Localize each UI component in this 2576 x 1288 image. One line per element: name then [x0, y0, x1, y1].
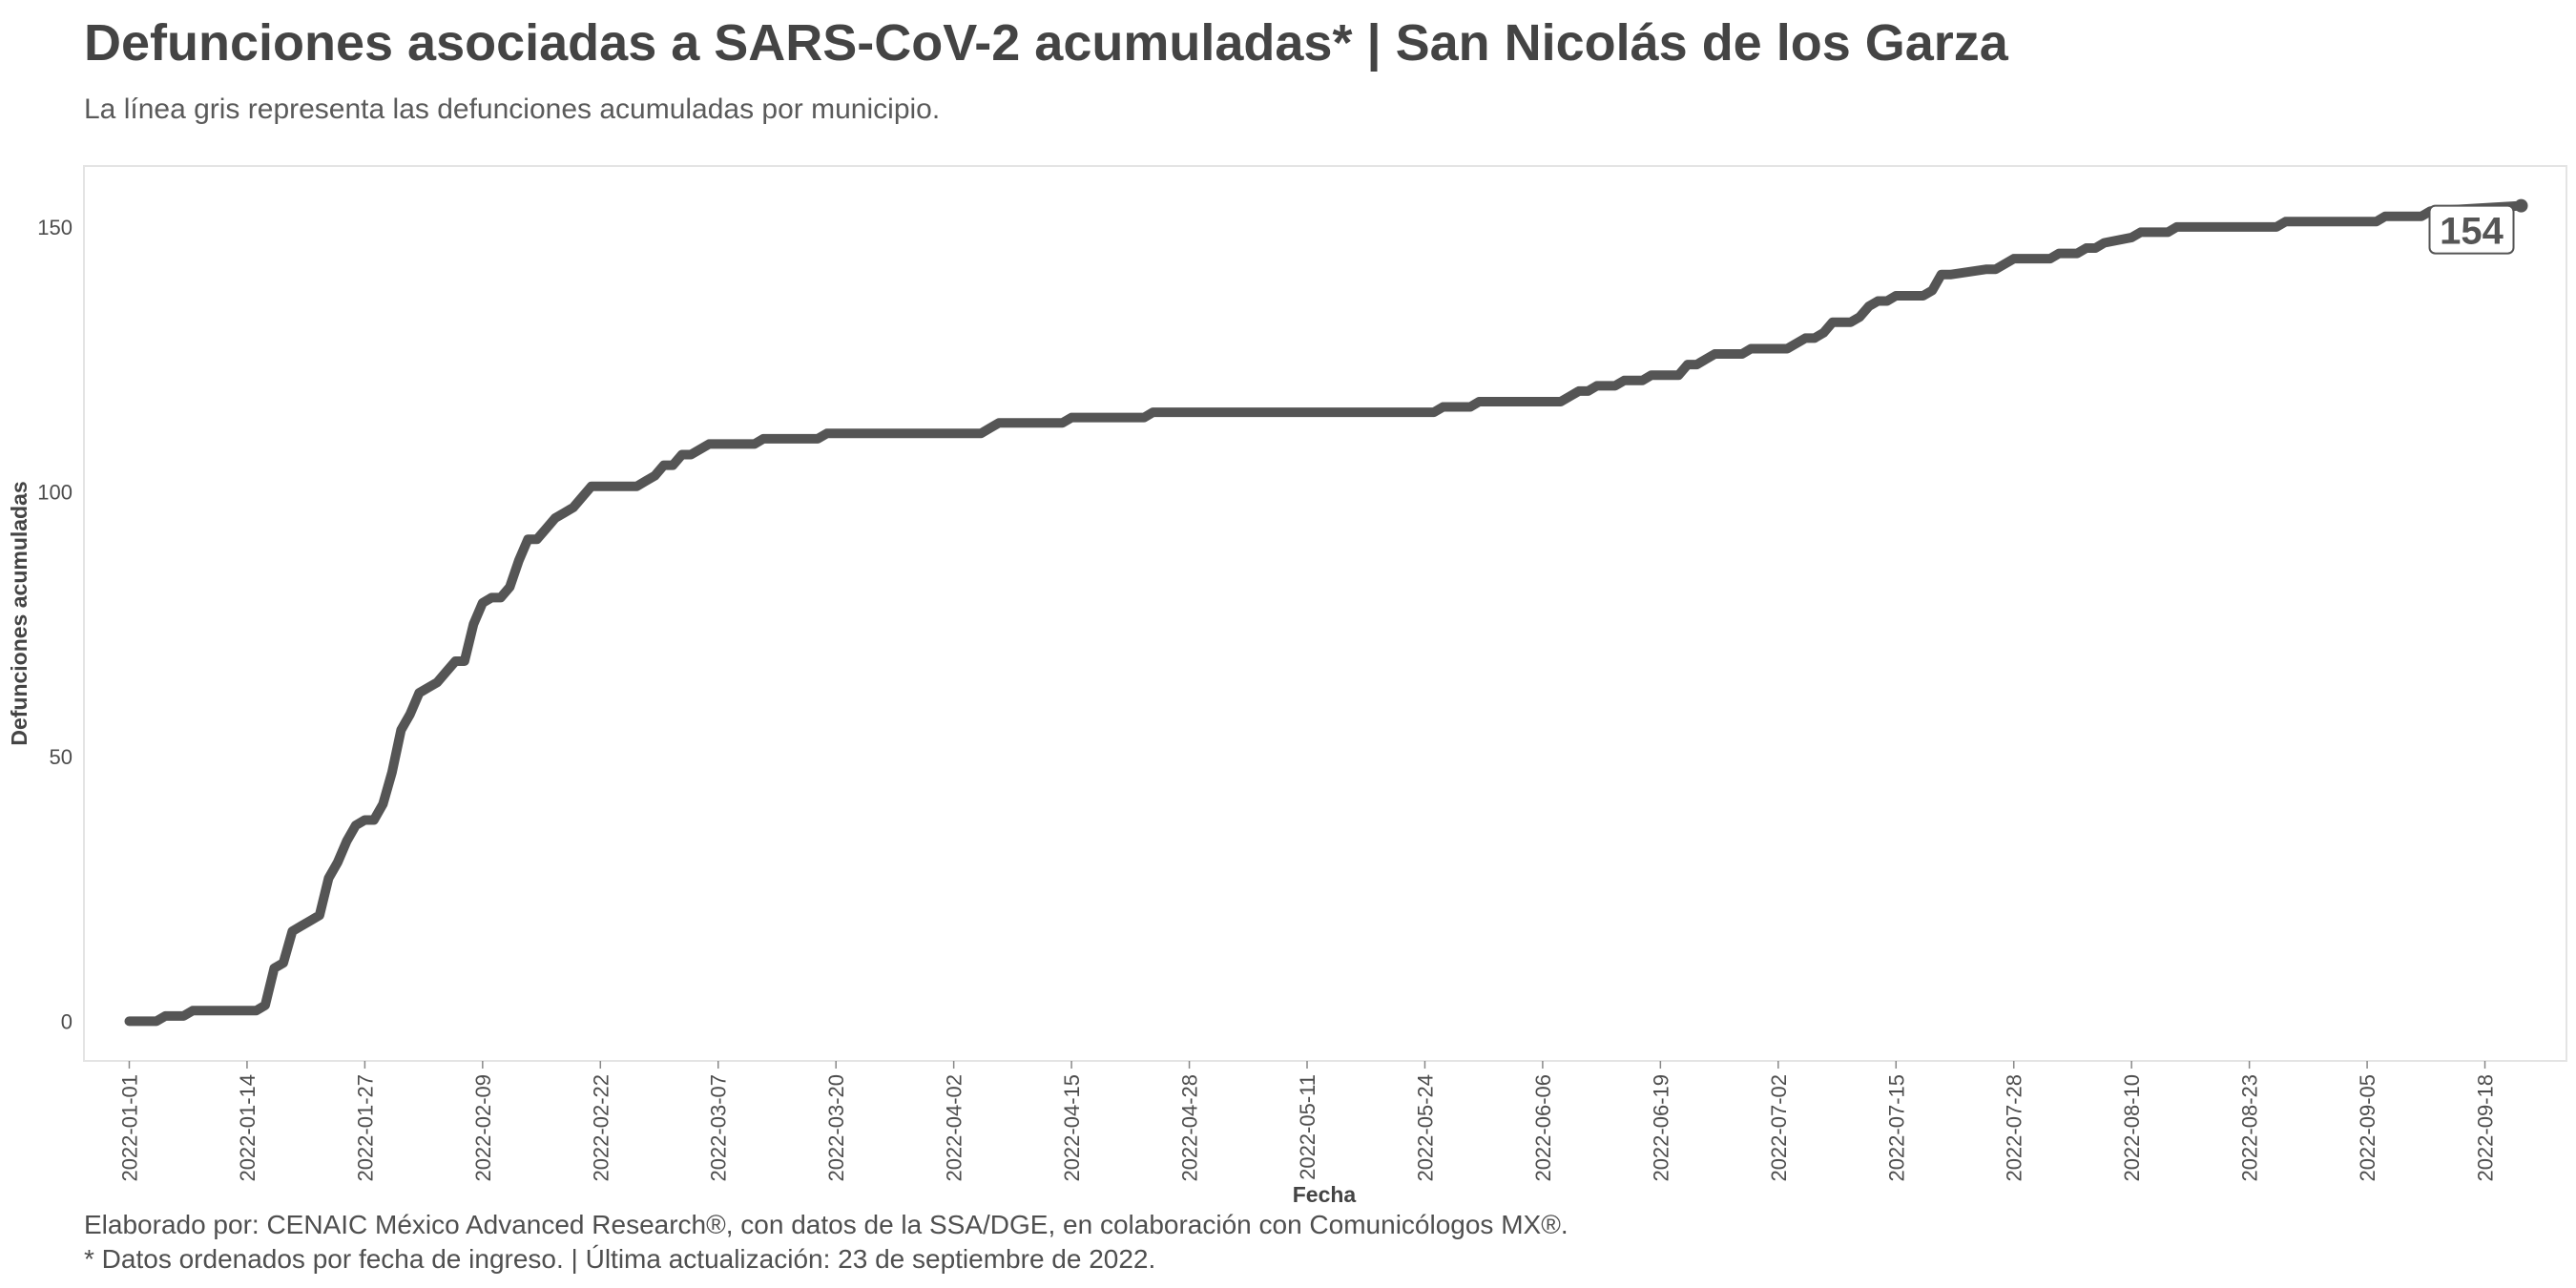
- x-tick-label: 2022-09-05: [2356, 1074, 2379, 1182]
- plot-panel: [83, 165, 2567, 1062]
- x-tick-label: 2022-06-06: [1531, 1074, 1555, 1182]
- x-tick-label: 2022-04-15: [1060, 1074, 1084, 1182]
- x-tick-label: 2022-04-28: [1178, 1074, 1202, 1182]
- x-tick-label: 2022-09-18: [2474, 1074, 2498, 1182]
- y-tick-label: 150: [37, 216, 73, 239]
- y-axis-title: Defunciones acumuladas: [7, 481, 31, 745]
- x-tick-label: 2022-08-10: [2120, 1074, 2144, 1182]
- series-line-defunciones: [124, 200, 2526, 1027]
- end-value-label-box: [2428, 204, 2515, 255]
- x-tick-label: 2022-02-22: [589, 1074, 613, 1182]
- y-tick-label: 100: [37, 480, 73, 504]
- x-axis-ticks: 2022-01-01 2022-01-14 2022-01-27 2022-02-09…: [117, 1061, 2498, 1182]
- x-tick-label: 2022-07-02: [1767, 1074, 1791, 1182]
- x-tick-label: 2022-05-24: [1413, 1074, 1437, 1182]
- series-end-point: [2514, 198, 2528, 213]
- y-tick-label: 50: [50, 745, 73, 769]
- end-value-label: 154: [2428, 204, 2515, 255]
- x-axis-title: Fecha: [1293, 1182, 1357, 1207]
- chart-title: Defunciones asociadas a SARS-CoV-2 acumu…: [84, 14, 2008, 72]
- x-tick-label: 2022-01-01: [117, 1074, 141, 1182]
- x-tick-label: 2022-07-15: [1884, 1074, 1908, 1182]
- x-tick-label: 2022-04-02: [943, 1074, 966, 1182]
- x-tick-label: 2022-08-23: [2238, 1074, 2262, 1182]
- x-tick-label: 2022-03-07: [707, 1074, 731, 1182]
- end-value-label-text: 154: [2440, 211, 2503, 253]
- y-tick-label: 0: [61, 1009, 73, 1033]
- x-tick-label: 2022-07-28: [2003, 1074, 2026, 1182]
- x-tick-label: 2022-03-20: [824, 1074, 848, 1182]
- y-axis-ticks: 0 50 100 150: [37, 216, 73, 1034]
- chart-subtitle: La línea gris representa las defunciones…: [84, 93, 941, 125]
- x-tick-label: 2022-02-09: [471, 1074, 495, 1182]
- x-tick-label: 2022-01-14: [236, 1074, 260, 1182]
- x-tick-label: 2022-01-27: [353, 1074, 377, 1182]
- footer-note: * Datos ordenados por fecha de ingreso. …: [84, 1244, 1156, 1274]
- x-tick-label: 2022-05-11: [1296, 1074, 1319, 1180]
- x-tick-label: 2022-06-19: [1649, 1074, 1672, 1182]
- footer-credits: Elaborado por: CENAIC México Advanced Re…: [84, 1210, 1568, 1239]
